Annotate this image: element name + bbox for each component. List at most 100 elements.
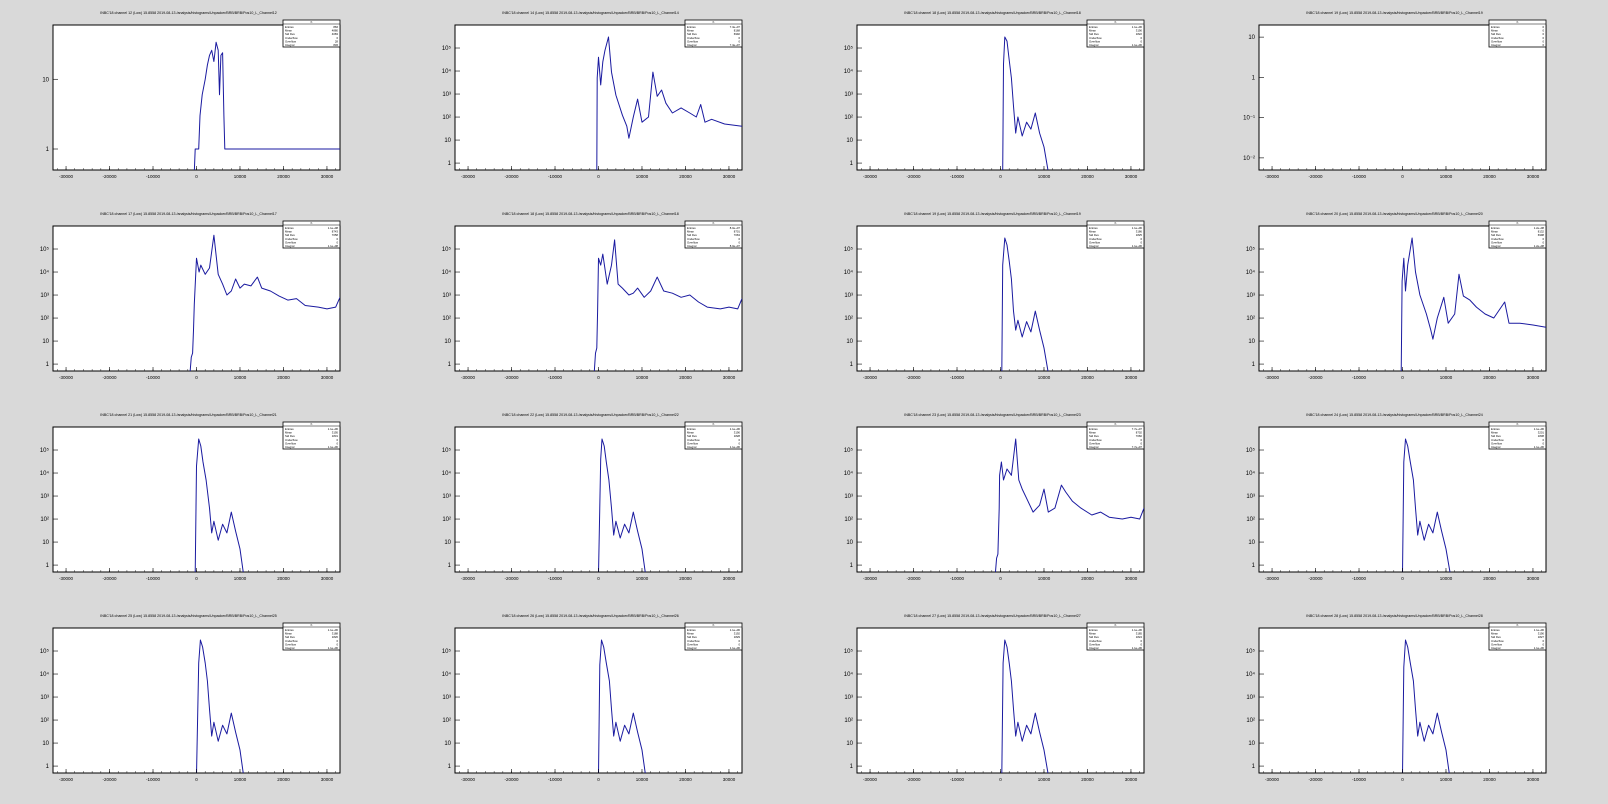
stats-value: 0	[1542, 438, 1544, 442]
y-tick-label: 10⁵	[844, 246, 854, 253]
x-tick-label: 20000	[679, 375, 692, 380]
y-tick-label: 10⁴	[1246, 470, 1256, 477]
stats-label: Entries	[285, 25, 294, 29]
histogram-pad: INBC'18 channel 27 (Low) 15.8558 2019-08…	[804, 603, 1206, 804]
x-tick-label: 0	[999, 777, 1002, 782]
x-tick-label: -30000	[461, 777, 476, 782]
stats-label: Overflow	[1491, 240, 1503, 244]
histogram-plot: INBC'18 channel 22 (Low) 15.8558 2019-08…	[442, 413, 743, 581]
stats-value: 1.1e+06	[1534, 646, 1545, 650]
x-tick-label: 30000	[1125, 174, 1138, 179]
y-tick-label: 10⁴	[844, 68, 854, 75]
stats-value: 0	[1542, 36, 1544, 40]
stats-box	[1086, 421, 1145, 450]
stats-value: 1826	[332, 635, 339, 639]
y-tick-label: 10⁴	[442, 470, 452, 477]
stats-label: Mean	[1491, 431, 1498, 435]
histogram-title: INBC'18 channel 25 (Low) 15.8558 2019-08…	[100, 614, 277, 618]
stats-box-title: h	[1517, 20, 1519, 24]
stats-label: Mean	[687, 29, 694, 33]
stats-box	[1086, 220, 1145, 249]
x-tick-label: 10000	[1440, 576, 1453, 581]
x-tick-label: -20000	[103, 375, 118, 380]
stats-label: Entries	[687, 427, 696, 431]
stats-box-title: h	[311, 422, 313, 426]
histogram-plot: INBC'18 channel 18 (Low) 15.8558 2019-08…	[442, 212, 743, 380]
histogram-plot: INBC'18 channel 24 (Low) 15.8558 2019-08…	[1246, 413, 1547, 581]
stats-value: 7060	[1136, 434, 1143, 438]
x-tick-label: -10000	[548, 174, 563, 179]
histogram-pad: INBC'18 channel 21 (Low) 15.8558 2019-08…	[0, 402, 402, 603]
y-tick-label: 1	[46, 764, 50, 770]
y-tick-label: 10	[846, 339, 853, 345]
y-tick-label: 1	[46, 563, 50, 569]
histogram-plot: INBC'18 channel 21 (Low) 15.8558 2019-08…	[40, 413, 341, 581]
histogram-series-line	[596, 36, 742, 170]
stats-value: 0	[1140, 39, 1142, 43]
stats-value: 1831	[332, 434, 339, 438]
stats-label: Std Dev	[285, 434, 296, 438]
y-tick-label: 10³	[442, 92, 451, 98]
y-tick-label: 10	[1248, 540, 1255, 546]
stats-value: 28	[335, 39, 339, 43]
histogram-pad: INBC'18 channel 22 (Low) 15.8558 2019-08…	[402, 402, 804, 603]
stats-box	[1488, 622, 1547, 651]
stats-label: Mean	[1089, 632, 1096, 636]
stats-label: Overflow	[687, 642, 699, 646]
stats-value: 0	[336, 240, 338, 244]
stats-value: 0	[1542, 441, 1544, 445]
stats-box-title: h	[713, 422, 715, 426]
y-tick-label: 10²	[1246, 718, 1255, 724]
stats-label: Entries	[1089, 25, 1098, 29]
x-tick-label: 10000	[1440, 375, 1453, 380]
x-tick-label: 0	[195, 576, 198, 581]
stats-label: Underflow	[1491, 237, 1505, 241]
stats-label: Integral	[285, 244, 295, 248]
histogram-title: INBC'18 channel 19 (Low) 15.8558 2019-08…	[1306, 11, 1483, 15]
stats-value: 1828	[734, 434, 741, 438]
x-tick-label: -30000	[1265, 777, 1280, 782]
histogram-series-line	[1002, 36, 1049, 170]
stats-label: Integral	[1089, 646, 1099, 650]
x-tick-label: 0	[1401, 375, 1404, 380]
stats-label: Integral	[285, 445, 295, 449]
stats-label: Overflow	[687, 240, 699, 244]
plot-frame	[1258, 426, 1547, 573]
stats-value: 0	[1542, 642, 1544, 646]
stats-value: 7.7e+07	[1132, 445, 1143, 449]
stats-box	[282, 220, 341, 249]
x-tick-label: 20000	[679, 777, 692, 782]
stats-box-title: h	[713, 221, 715, 225]
x-tick-label: 10000	[636, 375, 649, 380]
x-tick-label: -10000	[548, 375, 563, 380]
stats-value: 1.1e+06	[328, 646, 339, 650]
y-tick-label: 1	[850, 563, 854, 569]
stats-value: 8743	[332, 230, 339, 234]
x-tick-label: 20000	[1483, 576, 1496, 581]
stats-label: Entries	[285, 628, 294, 632]
stats-value: 1.1e+06	[1132, 43, 1143, 47]
stats-label: Entries	[687, 25, 696, 29]
stats-box	[1488, 421, 1547, 450]
stats-label: Entries	[687, 628, 696, 632]
histogram-pad: INBC'18 channel 26 (Low) 15.8558 2019-08…	[402, 603, 804, 804]
x-tick-label: -30000	[1265, 576, 1280, 581]
stats-label: Underflow	[1491, 438, 1505, 442]
y-tick-label: 10²	[1246, 517, 1255, 523]
y-tick-label: 10²	[442, 115, 451, 121]
y-tick-label: 1	[1252, 362, 1256, 368]
stats-value: 1.1e+06	[730, 646, 741, 650]
histogram-series-line	[598, 639, 646, 773]
y-tick-label: 10	[1248, 35, 1255, 41]
stats-label: Overflow	[285, 642, 297, 646]
x-tick-label: 20000	[679, 576, 692, 581]
x-tick-label: 0	[195, 777, 198, 782]
stats-value: 0	[336, 642, 338, 646]
x-tick-label: 10000	[1038, 777, 1051, 782]
stats-value: 8132	[1538, 230, 1545, 234]
y-tick-label: 10³	[442, 293, 451, 299]
histogram-pad: INBC'18 channel 18 (Low) 15.8558 2019-08…	[402, 201, 804, 402]
plot-frame	[52, 627, 341, 774]
y-tick-label: 10	[42, 540, 49, 546]
y-tick-label: 10³	[40, 293, 49, 299]
